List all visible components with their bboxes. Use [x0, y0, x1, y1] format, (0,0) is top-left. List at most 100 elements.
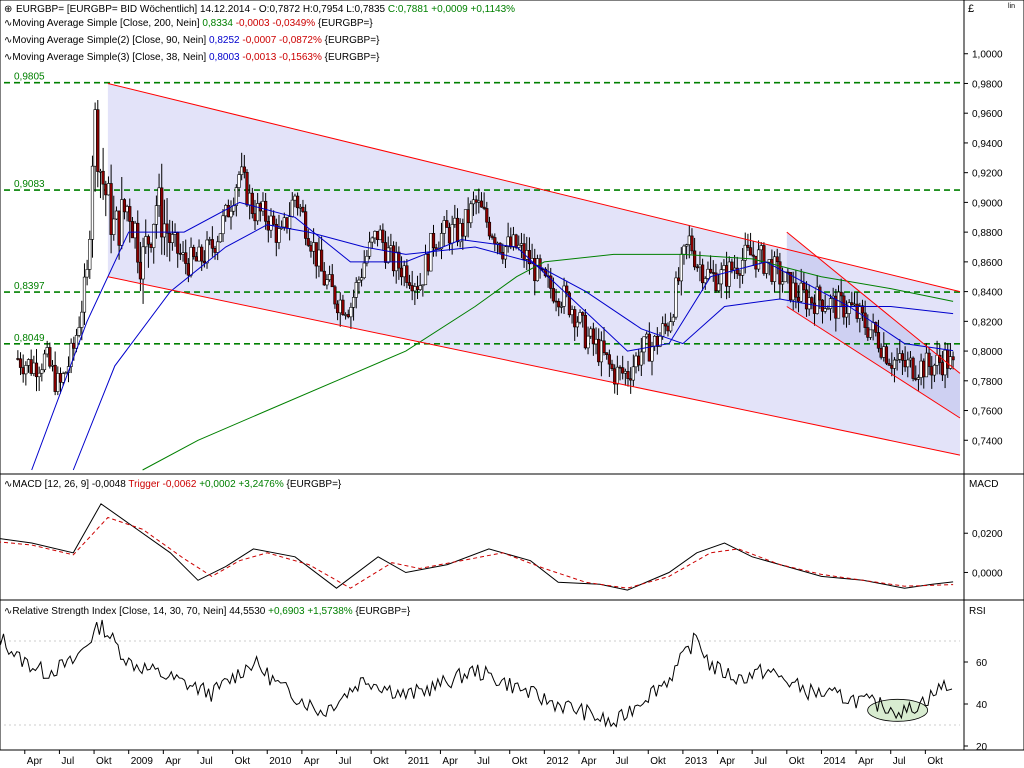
candle-body — [229, 210, 233, 218]
candle-body — [122, 199, 127, 213]
candle-body — [946, 349, 950, 369]
candle-body — [117, 210, 121, 246]
candle-body — [325, 279, 329, 286]
candle-body — [895, 358, 899, 361]
candle-body — [343, 314, 348, 316]
candle-body — [767, 259, 771, 263]
candle-body — [594, 338, 598, 345]
candle-body — [61, 373, 65, 383]
time-tick-label: Jul — [616, 756, 629, 767]
time-tick-label: Jul — [754, 756, 767, 767]
candle-body — [602, 340, 606, 353]
candle-body — [674, 277, 678, 318]
candle-body — [629, 378, 633, 381]
level-label-0: 0,9805 — [14, 72, 45, 83]
candle-body — [37, 372, 41, 378]
candle-body — [162, 223, 166, 238]
candle-body — [788, 272, 793, 301]
candle-body — [389, 245, 393, 249]
candle-body — [735, 267, 739, 275]
candle-body — [906, 359, 910, 368]
candle-body — [562, 285, 566, 307]
rsi-tick-label: 20 — [976, 742, 988, 753]
candle-body — [285, 217, 289, 229]
candle-body — [698, 264, 702, 268]
candle-body — [844, 313, 849, 318]
time-tick-label: Jul — [200, 756, 213, 767]
candle-body — [178, 253, 182, 255]
price-tick-label: 0,8800 — [972, 228, 1003, 239]
candle-body — [192, 246, 196, 257]
candle-body — [136, 222, 140, 263]
candle-body — [461, 223, 465, 237]
candle-body — [506, 236, 510, 247]
candle-body — [820, 299, 825, 312]
candle-body — [53, 364, 57, 392]
candle-body — [96, 109, 100, 172]
price-header: ⊕ EURGBP= [EURGBP= BID Wöchentlich] 14.1… — [4, 3, 1015, 15]
candle-body — [130, 221, 135, 239]
candle-body — [477, 200, 481, 203]
candle-body — [80, 311, 84, 328]
candle-body — [724, 265, 729, 287]
candle-body — [301, 206, 305, 212]
candle-body — [69, 342, 73, 367]
candle-body — [772, 256, 777, 282]
candle-body — [34, 362, 39, 378]
candle-body — [378, 229, 382, 241]
candle-body — [431, 233, 436, 248]
candle-body — [892, 359, 897, 369]
candle-body — [799, 282, 803, 302]
candle-body — [701, 264, 705, 284]
candle-body — [818, 286, 822, 301]
candle-body — [743, 244, 747, 261]
candle-body — [796, 296, 801, 302]
candle-body — [554, 300, 558, 303]
ma200-line — [142, 253, 954, 471]
candle-body — [930, 366, 934, 376]
time-tick-label: Apr — [442, 756, 458, 767]
candle-body — [559, 306, 564, 308]
candle-body — [639, 351, 643, 366]
candle-body — [653, 336, 657, 347]
time-tick-label: Okt — [789, 756, 805, 767]
candle-body — [138, 261, 143, 280]
axes: 1,0000 0,9800 0,9600 0,9400 0,9200 0,9000 0,88… — [24, 50, 1003, 767]
candle-body — [218, 233, 222, 243]
candle-body — [88, 239, 92, 270]
indicator-icon: ∿ — [4, 18, 12, 29]
candle-body — [160, 187, 164, 238]
candle-body — [354, 282, 358, 298]
candle-body — [314, 242, 318, 267]
candle-body — [399, 267, 404, 278]
candle-body — [338, 299, 342, 314]
candle-body — [527, 250, 532, 265]
price-axis-frame — [963, 0, 1024, 475]
candle-body — [327, 274, 332, 281]
candle-body — [626, 371, 630, 379]
candle-body — [666, 325, 670, 332]
candle-body — [335, 303, 340, 314]
macd-panel-label: MACD — [969, 479, 998, 490]
candle-body — [780, 281, 785, 285]
candle-body — [186, 263, 190, 276]
candle-body — [759, 245, 763, 251]
candle-body — [450, 224, 454, 244]
candle-body — [383, 242, 388, 263]
candle-body — [453, 217, 457, 225]
rsi-plot — [0, 619, 960, 728]
candle-body — [583, 314, 587, 349]
candle-body — [85, 269, 89, 278]
candle-body — [714, 272, 718, 292]
candle-body — [213, 248, 217, 253]
candle-body — [362, 262, 366, 279]
candle-body — [605, 352, 609, 355]
candle-body — [911, 357, 915, 379]
candle-body — [288, 216, 292, 229]
candle-body — [570, 309, 574, 316]
macd-series-0 — [0, 503, 954, 591]
candle-body — [509, 236, 513, 248]
time-tick-label: Jul — [339, 756, 352, 767]
candle-body — [868, 329, 873, 338]
candle-body — [663, 323, 667, 327]
